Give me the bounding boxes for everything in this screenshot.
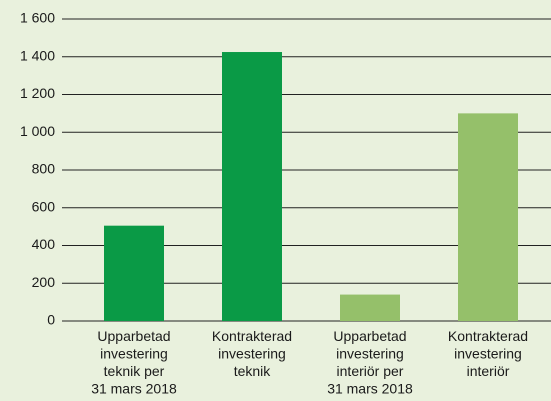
x-tick-label-line: Upparbetad	[97, 328, 170, 344]
y-tick-label: 400	[32, 236, 56, 252]
x-tick-label-line: investering	[100, 345, 168, 361]
y-tick-label: 600	[32, 198, 56, 214]
y-tick-label: 0	[47, 312, 55, 328]
x-tick-label-line: teknik	[234, 363, 272, 379]
x-tick-label-line: investering	[336, 345, 404, 361]
x-tick-label-line: 31 mars 2018	[91, 380, 177, 396]
bar	[458, 113, 518, 321]
x-tick-label-line: Kontrakterad	[448, 328, 528, 344]
x-tick-label: Upparbetad investering teknik per 31 mars 2…	[91, 328, 177, 397]
bar	[104, 225, 164, 321]
x-tick-label: Upparbetad investering interiör per 31 mars…	[327, 328, 413, 397]
x-tick-label-line: Upparbetad	[333, 328, 406, 344]
bar	[222, 52, 282, 321]
x-tick-label-line: 31 mars 2018	[327, 380, 413, 396]
x-tick-label-line: teknik per	[104, 363, 165, 379]
y-tick-label: 200	[32, 274, 56, 290]
y-tick-label: 1 000	[20, 123, 55, 139]
y-tick-label: 800	[32, 161, 56, 177]
bar	[340, 294, 400, 321]
x-tick-label-line: interiör	[467, 363, 510, 379]
y-tick-label: 1 200	[20, 85, 55, 101]
y-tick-label: 1 600	[20, 10, 55, 26]
y-tick-label: 1 400	[20, 47, 55, 63]
x-tick-label-line: Kontrakterad	[212, 328, 292, 344]
x-tick-label: Kontrakterad investering interiör	[448, 328, 528, 379]
x-tick-label-line: interiör per	[337, 363, 404, 379]
x-tick-label-line: investering	[454, 345, 522, 361]
x-tick-label-line: investering	[218, 345, 286, 361]
x-tick-label: Kontrakterad investering teknik	[212, 328, 292, 379]
